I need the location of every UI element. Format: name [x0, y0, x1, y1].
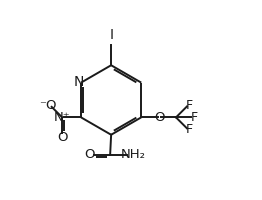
Text: N: N [73, 75, 84, 89]
Text: I: I [109, 28, 113, 42]
Text: O: O [57, 131, 67, 144]
Text: ⁻O: ⁻O [39, 99, 57, 112]
Text: F: F [186, 99, 193, 112]
Text: F: F [186, 123, 193, 136]
Text: F: F [190, 111, 198, 124]
Text: N⁺: N⁺ [54, 111, 70, 124]
Text: NH₂: NH₂ [121, 148, 145, 161]
Text: O: O [154, 111, 165, 124]
Text: O: O [84, 148, 95, 161]
